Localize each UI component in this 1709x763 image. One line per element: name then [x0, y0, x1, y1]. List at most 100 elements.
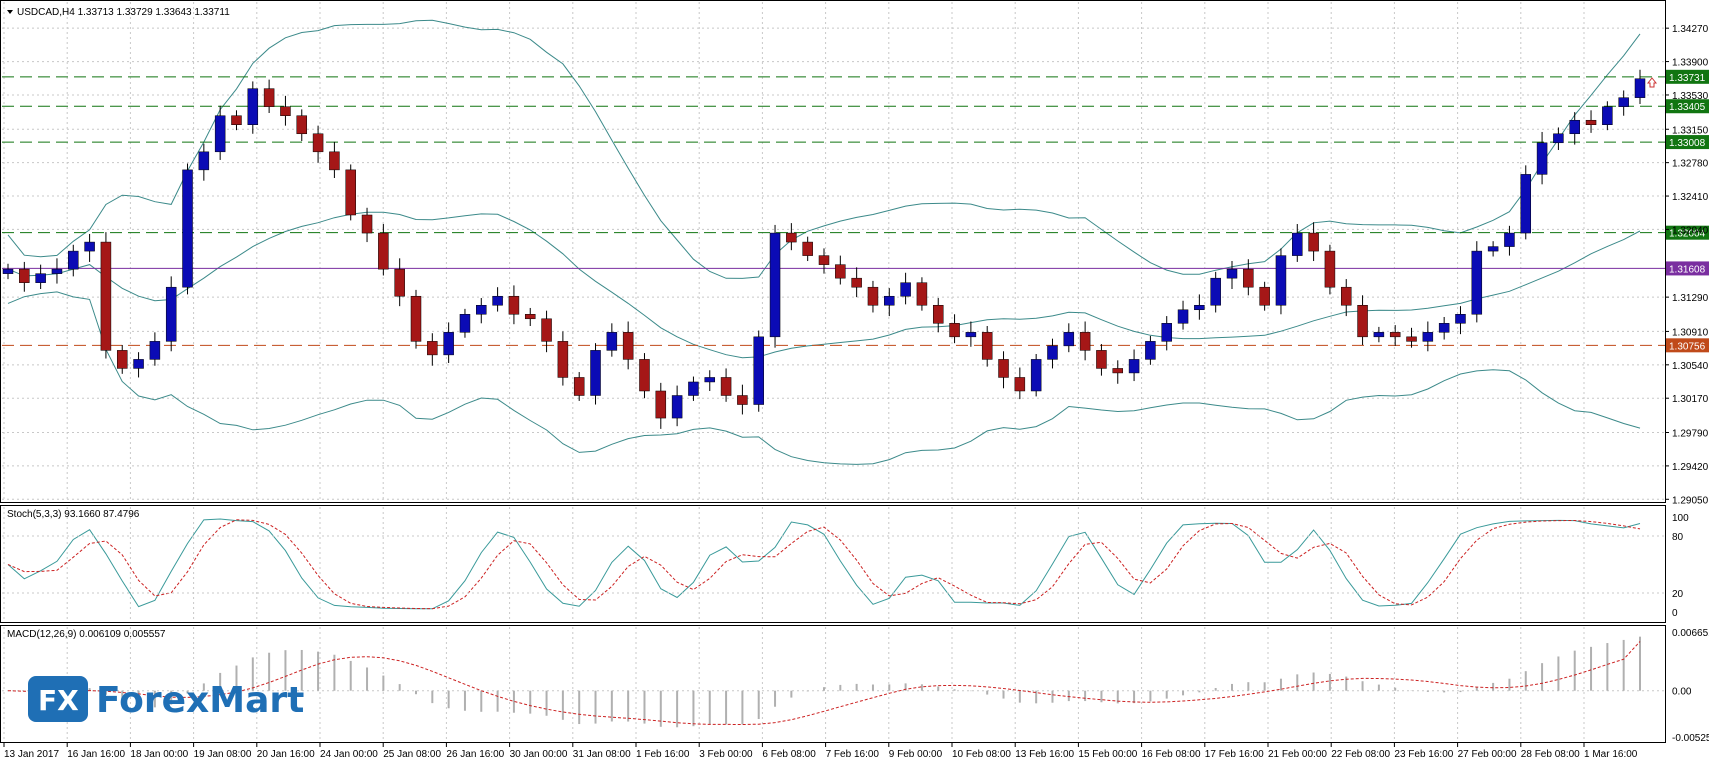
candle-body [1569, 119, 1580, 135]
price-tick-label: 1.29790 [1672, 429, 1709, 440]
time-label: 16 Feb 08:00 [1142, 749, 1201, 760]
candle-body [786, 232, 797, 243]
price-tick-label: 1.29420 [1672, 462, 1709, 473]
time-label: 21 Feb 00:00 [1268, 749, 1327, 760]
candle-body [1194, 304, 1205, 311]
price-tick-label: 1.34270 [1672, 24, 1709, 35]
time-label: 31 Jan 08:00 [573, 749, 631, 760]
candle-body [590, 350, 601, 396]
time-label: 24 Jan 00:00 [320, 749, 378, 760]
candle-body [35, 273, 46, 283]
candle-body [1030, 359, 1042, 392]
candle-body [476, 304, 487, 315]
candle-body [622, 332, 634, 360]
candle-body [932, 304, 944, 324]
candle-body [818, 255, 830, 265]
time-label: 28 Feb 08:00 [1521, 749, 1580, 760]
level-tag-label: 1.33405 [1669, 102, 1706, 113]
candle-body [965, 332, 977, 338]
candle-body [149, 341, 161, 360]
macd-pane-frame [0, 625, 1666, 743]
candle-body [312, 133, 324, 153]
candle-body [214, 115, 226, 153]
band-middle [7, 211, 1641, 359]
level-tag-label: 1.32004 [1669, 229, 1706, 240]
candle-body [378, 232, 389, 270]
level-tag [1666, 338, 1709, 353]
candle-body [655, 390, 667, 419]
candle-body [394, 268, 405, 297]
macd-tick-label: -0.005259 [1672, 733, 1709, 744]
candle-body [1177, 309, 1189, 324]
candle-body [1324, 250, 1336, 288]
band-upper [7, 19, 1641, 279]
candle-body [884, 295, 895, 306]
candle-body [133, 359, 144, 369]
level-tag-label: 1.33008 [1669, 138, 1706, 149]
candle-body [1438, 323, 1450, 333]
level-tag [1666, 225, 1709, 240]
price-tick-label: 1.33150 [1672, 125, 1709, 136]
time-label: 18 Jan 00:00 [130, 749, 188, 760]
logo-wordmark: ForexMart [96, 680, 304, 721]
macd-label: MACD(12,26,9) 0.006109 0.005557 [7, 629, 166, 640]
horizontal-levels: 1.33731 1.33405 1.33008 1.32004 1.31608 1.307… [2, 69, 1709, 353]
time-label: 20 Jan 16:00 [257, 749, 315, 760]
level-tag [1666, 69, 1709, 84]
candle-body [1389, 332, 1401, 338]
candle-body [1096, 350, 1107, 369]
candle-body [1536, 142, 1548, 175]
time-label: 1 Mar 16:00 [1584, 749, 1638, 760]
candle-body [1047, 345, 1058, 360]
candle-body [296, 115, 308, 135]
time-label: 7 Feb 16:00 [826, 749, 880, 760]
level-tag [1666, 99, 1709, 114]
candle-body [345, 169, 356, 216]
price-tick-label: 1.32040 [1672, 225, 1709, 236]
candle-body [720, 377, 732, 396]
time-label: 26 Jan 16:00 [446, 749, 504, 760]
time-label: 1 Feb 16:00 [636, 749, 690, 760]
candle-body [1357, 304, 1368, 338]
level-tag-label: 1.31608 [1669, 264, 1706, 275]
price-tick-label: 1.30170 [1672, 394, 1709, 405]
time-label: 22 Feb 08:00 [1331, 749, 1390, 760]
price-tick-label: 1.33530 [1672, 91, 1709, 102]
candle-body [671, 395, 683, 419]
time-label: 17 Feb 16:00 [1205, 749, 1264, 760]
level-tag [1666, 261, 1709, 276]
candle-body [753, 336, 764, 405]
candle-body [165, 286, 177, 342]
candle-body [68, 250, 79, 270]
macd-signal-line [7, 641, 1641, 726]
candle-body [606, 332, 618, 351]
candle-body [1128, 359, 1140, 374]
stoch-tick-label: 0 [1672, 608, 1678, 619]
candle-body [949, 323, 960, 338]
candle-body [835, 264, 846, 279]
candle-body [263, 88, 275, 107]
candles [2, 69, 1646, 429]
stoch-signal-line [7, 519, 1641, 610]
candle-body [116, 350, 128, 369]
candle-body [1455, 314, 1466, 324]
stoch-main-line [7, 518, 1641, 610]
candle-body [769, 232, 781, 338]
stochastic-lines [2, 518, 1665, 610]
candle-body [998, 359, 1009, 378]
time-label: 23 Feb 16:00 [1394, 749, 1453, 760]
macd-plot [2, 636, 1665, 728]
candle-body [1585, 119, 1597, 125]
candle-body [443, 332, 454, 356]
candle-body [916, 282, 928, 306]
candle-body [1079, 332, 1091, 351]
candle-body [1243, 268, 1254, 288]
candle-body [459, 314, 471, 333]
candle-body [557, 341, 569, 378]
chart-menu-arrow-icon[interactable] [7, 10, 13, 14]
candle-body [1210, 277, 1221, 306]
candle-body [2, 268, 14, 274]
candle-body [1373, 332, 1385, 338]
candle-body [1292, 232, 1303, 256]
candle-body [1308, 232, 1319, 252]
